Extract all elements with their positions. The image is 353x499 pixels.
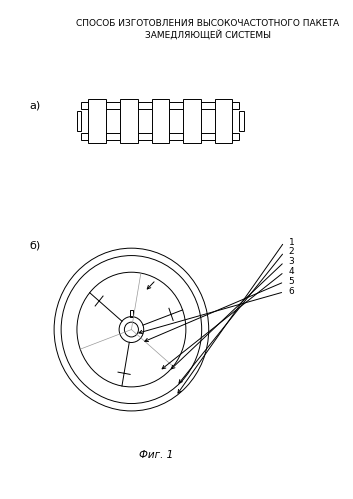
Bar xyxy=(88,99,106,143)
Bar xyxy=(106,102,120,109)
Bar xyxy=(120,99,138,143)
Bar xyxy=(183,99,201,143)
Bar xyxy=(81,133,88,140)
Text: Фиг. 1: Фиг. 1 xyxy=(139,450,173,460)
Text: 4: 4 xyxy=(289,267,294,276)
Bar xyxy=(215,99,232,143)
Bar xyxy=(151,99,169,143)
Bar xyxy=(232,102,239,109)
Bar xyxy=(138,133,151,140)
Bar xyxy=(77,111,81,131)
Text: 3: 3 xyxy=(289,257,294,266)
Text: б): б) xyxy=(30,240,41,250)
Bar xyxy=(201,102,215,109)
Bar xyxy=(169,133,183,140)
Bar xyxy=(81,102,88,109)
Bar xyxy=(239,111,244,131)
Text: СПОСОБ ИЗГОТОВЛЕНИЯ ВЫСОКОЧАСТОТНОГО ПАКЕТА: СПОСОБ ИЗГОТОВЛЕНИЯ ВЫСОКОЧАСТОТНОГО ПАК… xyxy=(76,19,339,28)
Bar xyxy=(169,102,183,109)
Bar xyxy=(138,102,151,109)
Text: 1: 1 xyxy=(289,238,294,247)
Text: а): а) xyxy=(30,101,41,111)
Text: 2: 2 xyxy=(289,248,294,256)
Text: ЗАМЕДЛЯЮЩЕЙ СИСТЕМЫ: ЗАМЕДЛЯЮЩЕЙ СИСТЕМЫ xyxy=(145,29,271,39)
Bar xyxy=(232,133,239,140)
Text: 5: 5 xyxy=(289,277,294,286)
Bar xyxy=(106,133,120,140)
Bar xyxy=(201,133,215,140)
Text: 6: 6 xyxy=(289,287,294,296)
Bar xyxy=(130,310,133,317)
